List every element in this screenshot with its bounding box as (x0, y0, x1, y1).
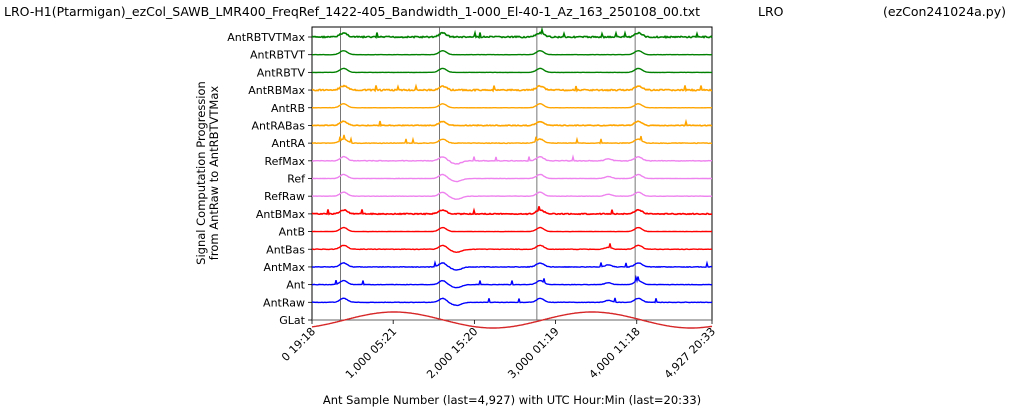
y-axis-label-line1: Signal Computation Progression (194, 81, 208, 265)
series-line-antra (311, 134, 712, 145)
series-line-antraw (311, 297, 713, 307)
header-program: (ezCon241024a.py) (883, 4, 1006, 19)
header-site: LRO (758, 4, 784, 19)
y-tick-label-antrbtvtmax: AntRBTVTMax (227, 31, 305, 44)
series-line-antrbtvtmax (311, 26, 713, 40)
y-tick-label-antrb: AntRB (271, 102, 305, 115)
series-line-antrbmax (311, 83, 713, 93)
y-tick-label-refmax: RefMax (264, 155, 305, 168)
series-line-glat (311, 311, 713, 329)
series-line-ant (311, 274, 713, 289)
x-tick-label: 1,000 05:21 (343, 325, 399, 381)
y-tick-label-antraw: AntRaw (263, 296, 305, 309)
y-tick-label-ant: Ant (286, 279, 305, 292)
xtick-labels: 0 19:18 1,000 05:21 2,000 15:20 3,000 01:19… (279, 320, 718, 381)
series-line-antbmax (311, 206, 713, 216)
series-line-ref (311, 173, 712, 183)
x-tick-label: 0 19:18 (279, 325, 318, 364)
x-axis-label: Ant Sample Number (last=4,927) with UTC … (323, 393, 701, 407)
x-tick-label: 2,000 15:20 (424, 325, 480, 381)
vline-layer (340, 27, 636, 320)
y-tick-label-antra: AntRA (271, 137, 305, 150)
series-line-refmax (311, 154, 712, 165)
y-tick-label-antrbmax: AntRBMax (248, 84, 305, 97)
series-line-antmax (311, 260, 713, 271)
y-tick-label-antmax: AntMax (263, 261, 305, 274)
series-line-antrabas (311, 118, 713, 127)
x-tick-label: 4,000 11:18 (587, 325, 643, 381)
y-tick-label-antb: AntB (279, 226, 305, 239)
y-tick-label-ref: Ref (287, 173, 306, 186)
y-tick-label-antbas: AntBas (266, 243, 305, 256)
y-tick-label-antrbtv: AntRBTV (257, 66, 306, 79)
series-line-antrb (311, 102, 713, 109)
y-axis-label-line2: from AntRaw to AntRBTVTMax (207, 86, 221, 261)
x-tick-label: 3,000 01:19 (505, 325, 561, 381)
series-line-antrbtvt (312, 49, 713, 56)
series-line-antb (312, 226, 712, 233)
series-layer (311, 26, 713, 329)
y-tick-label-antbmax: AntBMax (256, 208, 306, 221)
y-tick-label-refraw: RefRaw (264, 190, 305, 203)
y-tick-label-antrbtvt: AntRBTVT (250, 49, 305, 62)
y-tick-label-antrabas: AntRABas (251, 119, 305, 132)
header: LRO-H1(Ptarmigan)_ezCol_SAWB_LMR400_Freq… (0, 4, 1024, 24)
ytick-labels: AntRBTVTMax AntRBTVT AntRBTV AntRBMax AntRB A… (227, 31, 312, 327)
series-line-antrbtv (311, 67, 712, 74)
plot-frame (311, 26, 713, 321)
x-tick-label: 4,927 20:33 (662, 325, 718, 381)
series-line-antbas (312, 243, 713, 254)
header-filename: LRO-H1(Ptarmigan)_ezCol_SAWB_LMR400_Freq… (4, 4, 701, 19)
series-line-refraw (312, 191, 713, 200)
y-tick-label-glat: GLat (279, 314, 305, 327)
